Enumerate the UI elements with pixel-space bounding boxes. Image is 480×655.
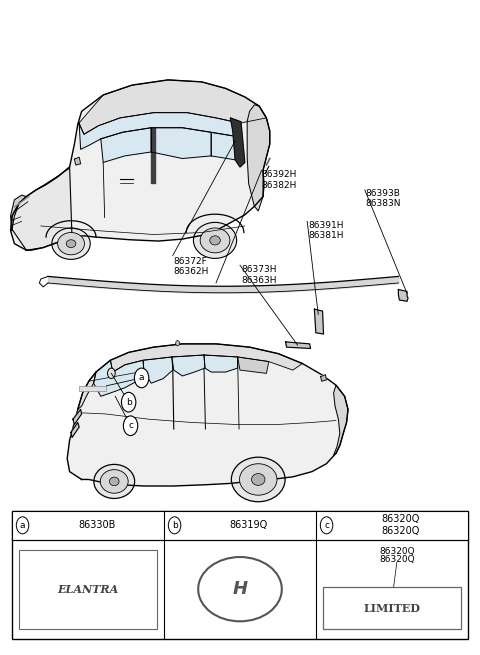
Ellipse shape (94, 464, 134, 498)
Polygon shape (172, 355, 205, 376)
Ellipse shape (252, 474, 265, 485)
Polygon shape (238, 357, 269, 373)
Polygon shape (204, 355, 238, 372)
Polygon shape (79, 113, 240, 149)
Polygon shape (78, 80, 266, 134)
Polygon shape (286, 342, 311, 348)
Text: 86393B
86383N: 86393B 86383N (366, 189, 401, 208)
Text: 86392H
86382H: 86392H 86382H (262, 170, 297, 190)
Polygon shape (247, 105, 270, 211)
Circle shape (168, 517, 181, 534)
Polygon shape (11, 195, 26, 231)
Polygon shape (211, 132, 235, 160)
Text: 86320Q: 86320Q (379, 547, 415, 556)
Ellipse shape (200, 228, 230, 253)
Text: LIMITED: LIMITED (363, 603, 420, 614)
Circle shape (176, 341, 180, 346)
Polygon shape (334, 385, 348, 455)
Polygon shape (71, 422, 79, 438)
Polygon shape (151, 128, 155, 183)
Polygon shape (73, 409, 82, 424)
Circle shape (108, 368, 115, 379)
Bar (323, 588, 461, 629)
Bar (79, 386, 106, 391)
Circle shape (121, 392, 136, 412)
Circle shape (134, 368, 149, 388)
Text: c: c (324, 521, 329, 530)
Bar (12, 511, 468, 639)
Ellipse shape (198, 557, 282, 622)
Text: 86320Q: 86320Q (379, 555, 415, 564)
Polygon shape (230, 118, 245, 167)
Text: b: b (172, 521, 178, 530)
Text: 86320Q: 86320Q (382, 525, 420, 536)
Polygon shape (398, 290, 408, 301)
Text: c: c (128, 421, 133, 430)
Ellipse shape (100, 470, 128, 493)
Polygon shape (321, 375, 326, 381)
Polygon shape (110, 344, 302, 372)
Text: a: a (20, 521, 25, 530)
Ellipse shape (210, 236, 220, 245)
Text: H: H (232, 580, 248, 598)
Circle shape (320, 517, 333, 534)
Text: 86372F
86362H: 86372F 86362H (174, 257, 209, 276)
Polygon shape (12, 167, 72, 250)
Ellipse shape (52, 228, 90, 259)
Bar (19, 550, 157, 629)
Polygon shape (94, 360, 144, 396)
Ellipse shape (240, 464, 277, 495)
Polygon shape (151, 128, 211, 159)
Ellipse shape (193, 223, 237, 259)
Text: 86330B: 86330B (78, 520, 115, 531)
Polygon shape (143, 357, 173, 383)
Polygon shape (314, 309, 324, 334)
Text: 86391H
86381H: 86391H 86381H (308, 221, 344, 240)
Circle shape (123, 416, 138, 436)
Text: 86373H
86363H: 86373H 86363H (241, 265, 276, 285)
Polygon shape (11, 80, 270, 250)
Polygon shape (74, 157, 81, 165)
Ellipse shape (66, 240, 76, 248)
Text: 86319Q: 86319Q (229, 520, 268, 531)
Ellipse shape (231, 457, 285, 502)
Text: a: a (139, 373, 144, 383)
Polygon shape (101, 128, 151, 162)
Ellipse shape (109, 477, 119, 486)
Bar (12, 511, 468, 540)
Circle shape (16, 517, 29, 534)
Ellipse shape (58, 233, 84, 255)
Polygon shape (78, 372, 96, 409)
Polygon shape (67, 344, 348, 486)
Text: 86320Q: 86320Q (382, 514, 420, 524)
Text: ELANTRA: ELANTRA (58, 584, 119, 595)
Text: b: b (126, 398, 132, 407)
